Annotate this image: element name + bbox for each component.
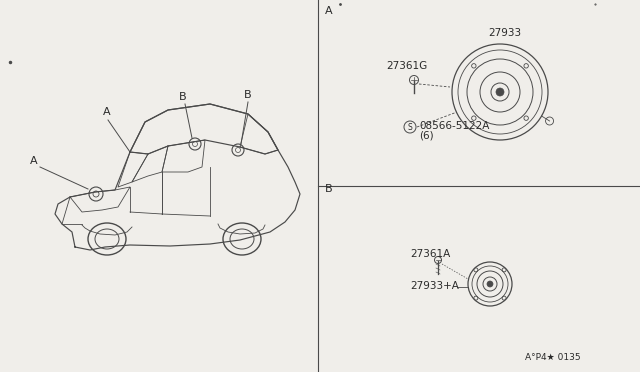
Text: A: A [103, 107, 111, 117]
Text: B: B [325, 184, 333, 194]
Text: 27361A: 27361A [410, 249, 451, 259]
Text: S: S [407, 124, 412, 132]
Text: A: A [30, 156, 38, 166]
Text: 27933+A: 27933+A [410, 281, 459, 291]
Circle shape [487, 281, 493, 287]
Text: B: B [244, 90, 252, 100]
Text: (6): (6) [419, 131, 434, 141]
Text: B: B [179, 92, 187, 102]
Text: A°P4★ 0135: A°P4★ 0135 [525, 353, 580, 362]
Text: 27933: 27933 [488, 28, 522, 38]
Text: A: A [325, 6, 333, 16]
Circle shape [496, 88, 504, 96]
Text: 08566-5122A: 08566-5122A [419, 121, 490, 131]
Text: 27361G: 27361G [386, 61, 428, 71]
